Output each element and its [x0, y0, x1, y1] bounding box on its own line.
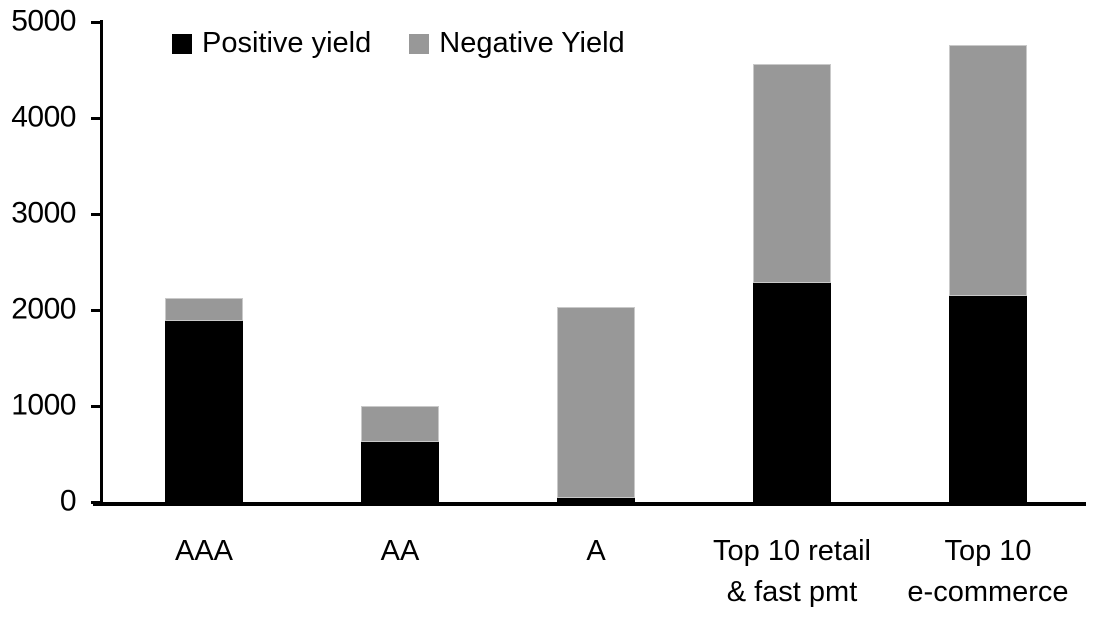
- y-axis-tick: [91, 213, 103, 216]
- y-tick-label: 1000: [11, 388, 76, 422]
- y-axis-tick: [91, 21, 103, 24]
- x-axis-category-label: Top 10 retail & fast pmt: [713, 531, 871, 613]
- x-axis-label-line: Top 10 retail: [713, 535, 871, 567]
- y-axis-tick: [91, 117, 103, 120]
- bar-segment-positive: [165, 320, 243, 502]
- y-axis-tick: [91, 501, 103, 504]
- x-axis-label-line: AA: [380, 535, 420, 567]
- bar-segment-positive: [557, 498, 635, 502]
- legend-label-negative-yield: Negative Yield: [439, 27, 625, 59]
- legend-item-positive-yield: Positive yield: [172, 27, 371, 60]
- bar-segment-negative: [361, 406, 439, 443]
- x-axis-label-line: e-commerce: [907, 576, 1069, 608]
- x-axis-label-line: Top 10: [944, 535, 1032, 567]
- legend-label-positive-yield: Positive yield: [202, 27, 372, 59]
- x-axis-category-label: Top 10 e-commerce: [907, 531, 1068, 613]
- x-axis-category-label: A: [586, 531, 605, 572]
- y-tick-label: 4000: [11, 100, 76, 134]
- x-axis-label-line: A: [586, 535, 606, 567]
- bar-segment-negative: [949, 45, 1027, 296]
- bar-segment-positive: [753, 283, 831, 502]
- y-tick-label: 2000: [11, 292, 76, 326]
- legend-item-negative-yield: Negative Yield: [409, 27, 625, 60]
- y-axis-line: [100, 20, 103, 506]
- bar-segment-positive: [949, 295, 1027, 502]
- legend-swatch-positive-yield: [172, 33, 192, 54]
- bar-segment-positive: [361, 442, 439, 502]
- y-axis-tick: [91, 405, 103, 408]
- x-axis-line: [93, 502, 1086, 506]
- y-tick-label: 5000: [11, 4, 76, 38]
- x-axis-category-label: AAA: [175, 531, 233, 572]
- x-axis-label-line: & fast pmt: [726, 576, 858, 608]
- y-axis-tick: [91, 309, 103, 312]
- x-axis-label-line: AAA: [174, 535, 234, 567]
- bar-segment-negative: [753, 64, 831, 284]
- bar-segment-negative: [165, 298, 243, 321]
- chart-legend: Positive yield Negative Yield: [172, 27, 625, 60]
- legend-swatch-negative-yield: [409, 33, 430, 54]
- y-tick-label: 3000: [11, 196, 76, 230]
- bar-segment-negative: [557, 307, 635, 499]
- x-axis-category-label: AA: [381, 531, 420, 572]
- y-tick-label: 0: [59, 484, 77, 518]
